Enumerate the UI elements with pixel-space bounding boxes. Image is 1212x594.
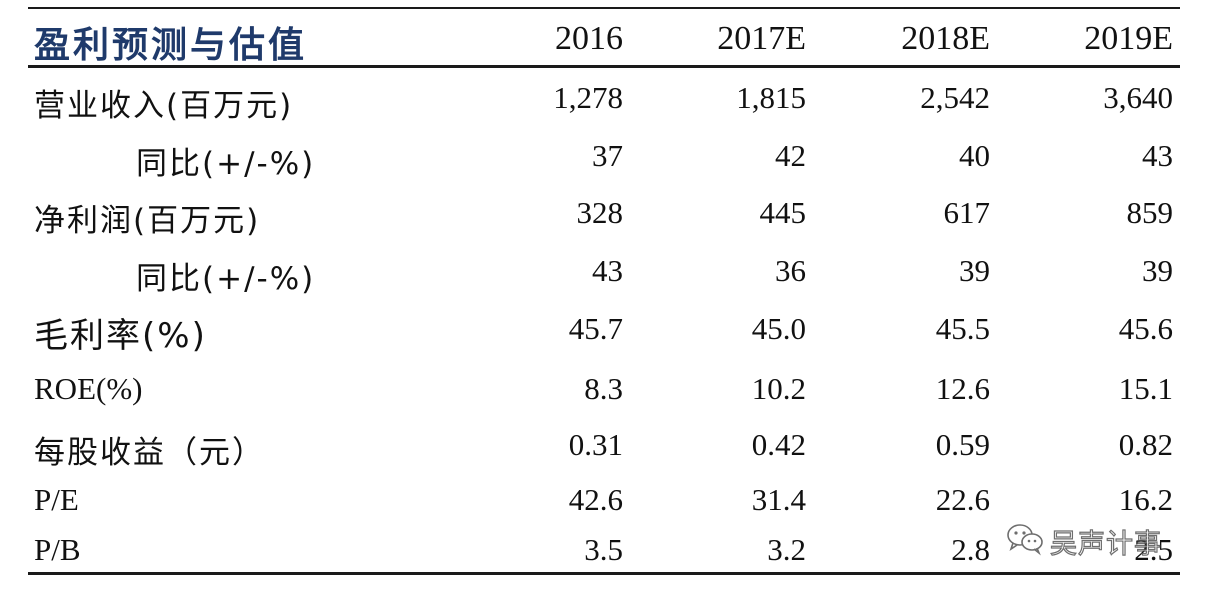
table-cell: 0.42 (751, 427, 806, 462)
table-cell: 22.6 (935, 482, 990, 517)
table-row: 每股收益（元） 0.31 0.42 0.59 0.82 (28, 427, 1180, 471)
table-cell: 42.6 (568, 482, 623, 517)
row-label-pe: P/E (34, 482, 79, 517)
watermark: 吴声计事 (1006, 522, 1162, 561)
year-2019e: 2019E (1084, 20, 1173, 57)
row-label-net-profit: 净利润(百万元) (34, 203, 261, 239)
table-cell: 45.0 (751, 311, 806, 346)
table-cell: 43 (592, 253, 623, 288)
table-cell: 1,815 (736, 80, 806, 115)
year-2018e: 2018E (901, 20, 990, 57)
table-cell: 39 (1142, 253, 1173, 288)
table-row: 同比(+/-%) 43 36 39 39 (28, 253, 1180, 297)
table-row: 净利润(百万元) 328 445 617 859 (28, 195, 1180, 239)
table-cell: 42 (775, 138, 806, 173)
row-label-revenue-yoy: 同比(+/-%) (136, 146, 316, 182)
table-row: P/E 42.6 31.4 22.6 16.2 (28, 482, 1180, 522)
table-cell: 3,640 (1103, 80, 1173, 115)
year-2016: 2016 (555, 20, 623, 57)
year-2017e: 2017E (717, 20, 806, 57)
row-label-net-profit-yoy: 同比(+/-%) (136, 261, 316, 297)
table-row: 毛利率(%) 45.7 45.0 45.5 45.6 (28, 308, 1180, 356)
table-cell: 617 (943, 195, 991, 230)
table-cell: 40 (959, 138, 990, 173)
table-cell: 15.1 (1118, 371, 1173, 406)
table-row: ROE(%) 8.3 10.2 12.6 15.1 (28, 371, 1180, 415)
table-cell: 8.3 (584, 371, 623, 406)
table-cell: 16.2 (1118, 482, 1173, 517)
table-title: 盈利预测与估值 (34, 25, 308, 66)
row-label-roe: ROE(%) (34, 371, 143, 406)
table-cell: 43 (1142, 138, 1173, 173)
table-cell: 31.4 (751, 482, 806, 517)
row-label-pb: P/B (34, 532, 81, 567)
table-cell: 1,278 (553, 80, 623, 115)
table-cell: 859 (1126, 195, 1174, 230)
table-cell: 2.8 (951, 532, 990, 567)
table-row: P/B 3.5 3.2 2.8 2.5 (28, 532, 1180, 572)
table-top-rule (28, 7, 1180, 9)
table-row: 同比(+/-%) 37 42 40 43 (28, 138, 1180, 182)
table-header-rule (28, 65, 1180, 68)
table-cell: 10.2 (751, 371, 806, 406)
row-label-eps: 每股收益（元） (34, 435, 265, 471)
table-cell: 328 (576, 195, 624, 230)
table-cell: 3.2 (767, 532, 806, 567)
table-cell: 36 (775, 253, 806, 288)
watermark-text: 吴声计事 (1049, 528, 1162, 560)
wechat-icon (1006, 522, 1044, 561)
table-cell: 0.59 (935, 427, 990, 462)
table-bottom-rule (28, 572, 1180, 575)
table-cell: 12.6 (935, 371, 990, 406)
table-cell: 39 (959, 253, 990, 288)
row-label-gross-margin: 毛利率(%) (34, 316, 207, 356)
table-cell: 3.5 (584, 532, 623, 567)
table-cell: 0.82 (1118, 427, 1173, 462)
table-cell: 0.31 (568, 427, 623, 462)
table-header-row: 盈利预测与估值 2016 2017E 2018E 2019E (28, 14, 1180, 66)
table-cell: 37 (592, 138, 623, 173)
table-cell: 2.5 (1134, 532, 1173, 567)
table-cell: 445 (759, 195, 807, 230)
row-label-revenue: 营业收入(百万元) (34, 88, 294, 124)
table-cell: 45.5 (935, 311, 990, 346)
table-cell: 45.6 (1118, 311, 1173, 346)
table-row: 营业收入(百万元) 1,278 1,815 2,542 3,640 (28, 80, 1180, 124)
table-cell: 45.7 (568, 311, 623, 346)
table-cell: 2,542 (920, 80, 990, 115)
